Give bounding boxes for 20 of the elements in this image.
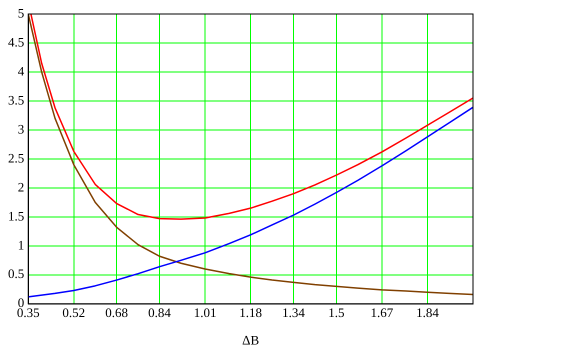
y-tick-label: 5 <box>18 5 24 20</box>
y-tick-label: 0.5 <box>8 266 24 282</box>
y-tick-label: 2 <box>18 179 24 194</box>
y-tick-label: 3 <box>18 121 24 136</box>
y-tick-label: 3.5 <box>8 92 24 108</box>
x-tick-label: 0.52 <box>62 305 86 320</box>
x-tick-label: 1.18 <box>239 305 262 320</box>
x-tick-label: 1.5 <box>328 305 344 320</box>
x-axis-title: ΔB <box>242 332 260 348</box>
y-tick-label: 4.5 <box>8 34 24 50</box>
x-tick-label: 1.01 <box>194 305 216 320</box>
x-tick-label: 1.67 <box>370 305 394 320</box>
y-tick-label: 4 <box>18 63 25 78</box>
x-tick-label: 0.84 <box>148 305 172 320</box>
y-tick-label: 1.5 <box>8 208 24 224</box>
y-tick-label: 1 <box>18 237 24 252</box>
x-tick-label: 1.84 <box>416 305 440 320</box>
x-tick-label: 0.68 <box>105 305 128 320</box>
y-tick-label: 2.5 <box>8 150 24 166</box>
x-tick-label: 1.34 <box>282 305 306 320</box>
